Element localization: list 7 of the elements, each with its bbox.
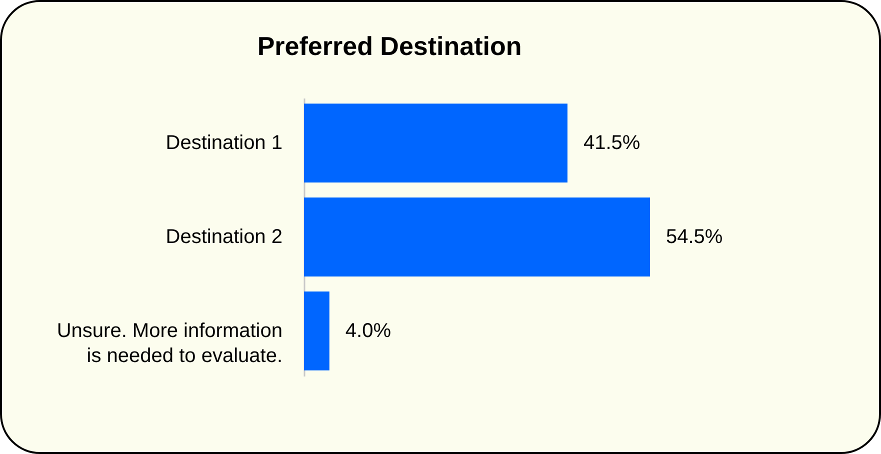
- data-label: 41.5%: [583, 132, 640, 154]
- data-label: 54.5%: [666, 226, 723, 248]
- data-label: 4.0%: [345, 320, 392, 342]
- y-tick-label: Unsure. More information is needed to evaluate.: [56, 320, 282, 367]
- chart-title: Preferred Destination: [257, 31, 522, 61]
- y-tick-label: Destination 2: [166, 226, 282, 248]
- y-tick-label: Destination 1: [166, 132, 282, 154]
